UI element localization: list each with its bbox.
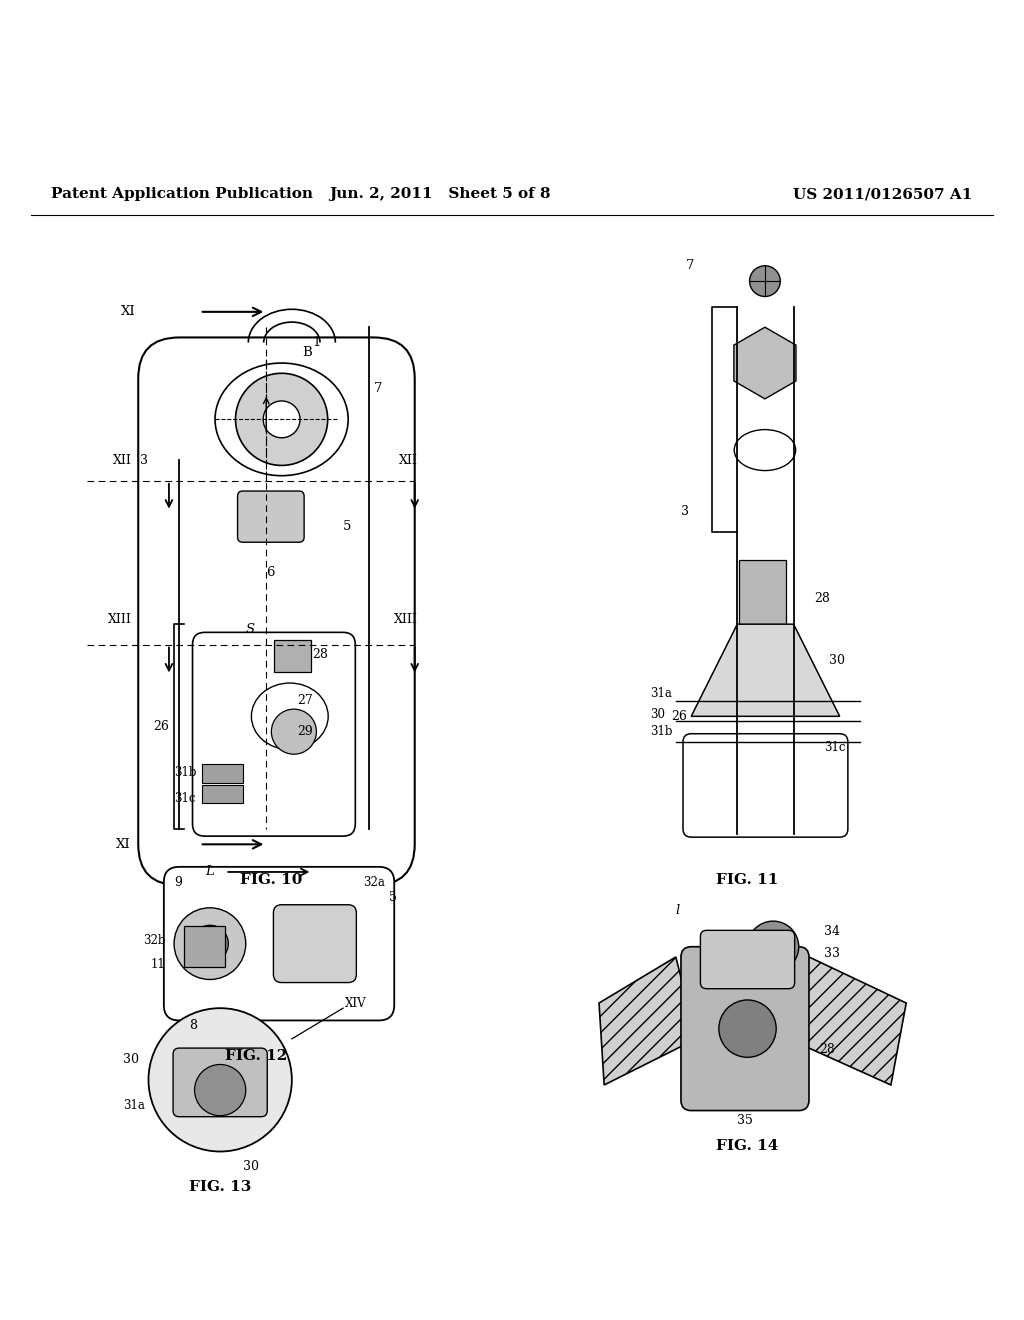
Text: 31a: 31a (650, 688, 672, 701)
Text: 34: 34 (824, 925, 841, 937)
Text: XI: XI (116, 838, 130, 851)
Text: 30: 30 (650, 708, 666, 721)
Text: XII: XII (113, 454, 131, 467)
Circle shape (263, 401, 300, 438)
Text: 31b: 31b (174, 766, 197, 779)
Text: 11: 11 (151, 957, 165, 970)
FancyBboxPatch shape (700, 931, 795, 989)
Text: 9: 9 (174, 875, 182, 888)
Text: 7: 7 (374, 383, 382, 395)
Text: S: S (246, 623, 255, 636)
Bar (202, 764, 243, 783)
Text: 32a: 32a (364, 875, 385, 888)
FancyBboxPatch shape (739, 560, 786, 627)
Text: 31b: 31b (650, 725, 673, 738)
Text: XI: XI (121, 305, 135, 318)
Text: Jun. 2, 2011   Sheet 5 of 8: Jun. 2, 2011 Sheet 5 of 8 (330, 187, 551, 201)
Text: 3: 3 (681, 506, 689, 517)
FancyBboxPatch shape (238, 491, 304, 543)
Polygon shape (734, 327, 796, 399)
Text: 29: 29 (297, 725, 312, 738)
Text: XIII: XIII (394, 612, 418, 626)
Text: 32b: 32b (143, 935, 166, 946)
Text: 30: 30 (123, 1053, 139, 1065)
Text: 8: 8 (189, 1019, 198, 1032)
Bar (184, 927, 225, 968)
Circle shape (195, 1064, 246, 1115)
Text: XII: XII (399, 454, 418, 467)
Text: FIG. 14: FIG. 14 (717, 1139, 778, 1154)
FancyBboxPatch shape (683, 734, 848, 837)
Text: 31c: 31c (824, 741, 846, 754)
Circle shape (719, 1001, 776, 1057)
Text: FIG. 13: FIG. 13 (189, 1180, 251, 1195)
Ellipse shape (215, 363, 348, 475)
FancyBboxPatch shape (273, 904, 356, 982)
FancyBboxPatch shape (173, 1048, 267, 1117)
Text: FIG. 10: FIG. 10 (241, 873, 302, 887)
Text: 26: 26 (671, 710, 687, 723)
Bar (202, 785, 243, 804)
Text: L: L (206, 866, 214, 879)
FancyBboxPatch shape (274, 639, 311, 672)
Text: 7: 7 (686, 259, 694, 272)
Polygon shape (788, 957, 906, 1085)
Text: XIV: XIV (345, 997, 367, 1010)
Text: 3: 3 (140, 454, 148, 467)
Text: 5: 5 (389, 891, 397, 904)
Text: 28: 28 (819, 1043, 836, 1056)
Text: l: l (676, 904, 680, 917)
Text: 5: 5 (343, 520, 351, 533)
FancyBboxPatch shape (193, 632, 355, 836)
Ellipse shape (252, 682, 328, 750)
Circle shape (271, 709, 316, 754)
Text: 33: 33 (824, 948, 841, 961)
Text: B: B (302, 346, 312, 359)
Text: 31c: 31c (174, 792, 196, 805)
Text: 30: 30 (829, 653, 846, 667)
Text: 35: 35 (737, 1114, 754, 1127)
Text: FIG. 12: FIG. 12 (225, 1049, 287, 1064)
Circle shape (748, 921, 799, 973)
Circle shape (236, 374, 328, 466)
Polygon shape (599, 957, 696, 1085)
Text: 1: 1 (312, 337, 321, 348)
FancyBboxPatch shape (681, 946, 809, 1110)
Text: 26: 26 (154, 721, 170, 733)
Circle shape (191, 925, 228, 962)
Polygon shape (691, 624, 840, 717)
Circle shape (148, 1008, 292, 1151)
Ellipse shape (734, 429, 796, 470)
Text: 6: 6 (266, 566, 274, 579)
FancyBboxPatch shape (164, 867, 394, 1020)
Text: US 2011/0126507 A1: US 2011/0126507 A1 (794, 187, 973, 201)
Text: 30: 30 (243, 1160, 259, 1173)
Text: 28: 28 (312, 648, 329, 661)
Circle shape (750, 265, 780, 297)
Circle shape (174, 908, 246, 979)
Text: XIII: XIII (108, 612, 131, 626)
Text: 27: 27 (297, 694, 312, 708)
Text: 31a: 31a (123, 1100, 144, 1111)
Text: FIG. 11: FIG. 11 (717, 873, 778, 887)
Text: 28: 28 (814, 593, 830, 605)
FancyBboxPatch shape (138, 338, 415, 886)
Text: Patent Application Publication: Patent Application Publication (51, 187, 313, 201)
